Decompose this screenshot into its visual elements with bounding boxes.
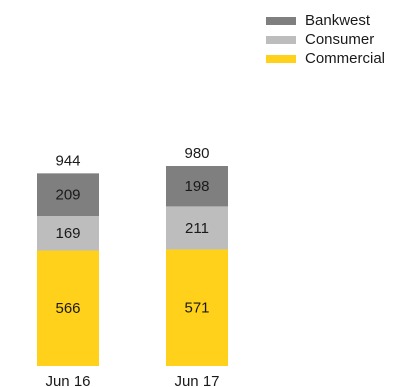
- legend-item-consumer: Consumer: [266, 30, 385, 49]
- bar-commercial-jun-16: [37, 250, 99, 366]
- legend-label-commercial: Commercial: [305, 50, 386, 67]
- data-label-consumer-jun-16: 169: [55, 225, 80, 242]
- bar-bankwest-jun-16: [37, 173, 99, 216]
- legend-label-bankwest: Bankwest: [305, 12, 371, 29]
- legend-label-consumer: Consumer: [305, 31, 375, 48]
- legend-item-commercial: Commercial: [266, 49, 385, 68]
- data-label-bankwest-jun-17: 198: [184, 178, 209, 195]
- legend-swatch-commercial: [266, 54, 296, 63]
- total-label-jun-17: 980: [184, 145, 209, 162]
- data-label-consumer-jun-17: 211: [185, 220, 209, 237]
- x-tick-label-jun-16: Jun 16: [45, 373, 90, 387]
- data-label-commercial-jun-16: 566: [55, 300, 80, 317]
- data-label-bankwest-jun-16: 209: [55, 187, 80, 204]
- x-tick-label-jun-17: Jun 17: [174, 373, 219, 387]
- legend: Bankwest Consumer Commercial: [266, 11, 385, 68]
- legend-swatch-bankwest: [266, 16, 296, 25]
- bar-commercial-jun-17: [166, 249, 228, 366]
- bar-bankwest-jun-17: [166, 166, 228, 207]
- bar-consumer-jun-17: [166, 206, 228, 250]
- bar-consumer-jun-16: [37, 216, 99, 251]
- data-label-commercial-jun-17: 571: [184, 300, 209, 317]
- legend-item-bankwest: Bankwest: [266, 11, 385, 30]
- legend-swatch-consumer: [266, 35, 296, 44]
- total-label-jun-16: 944: [55, 152, 80, 169]
